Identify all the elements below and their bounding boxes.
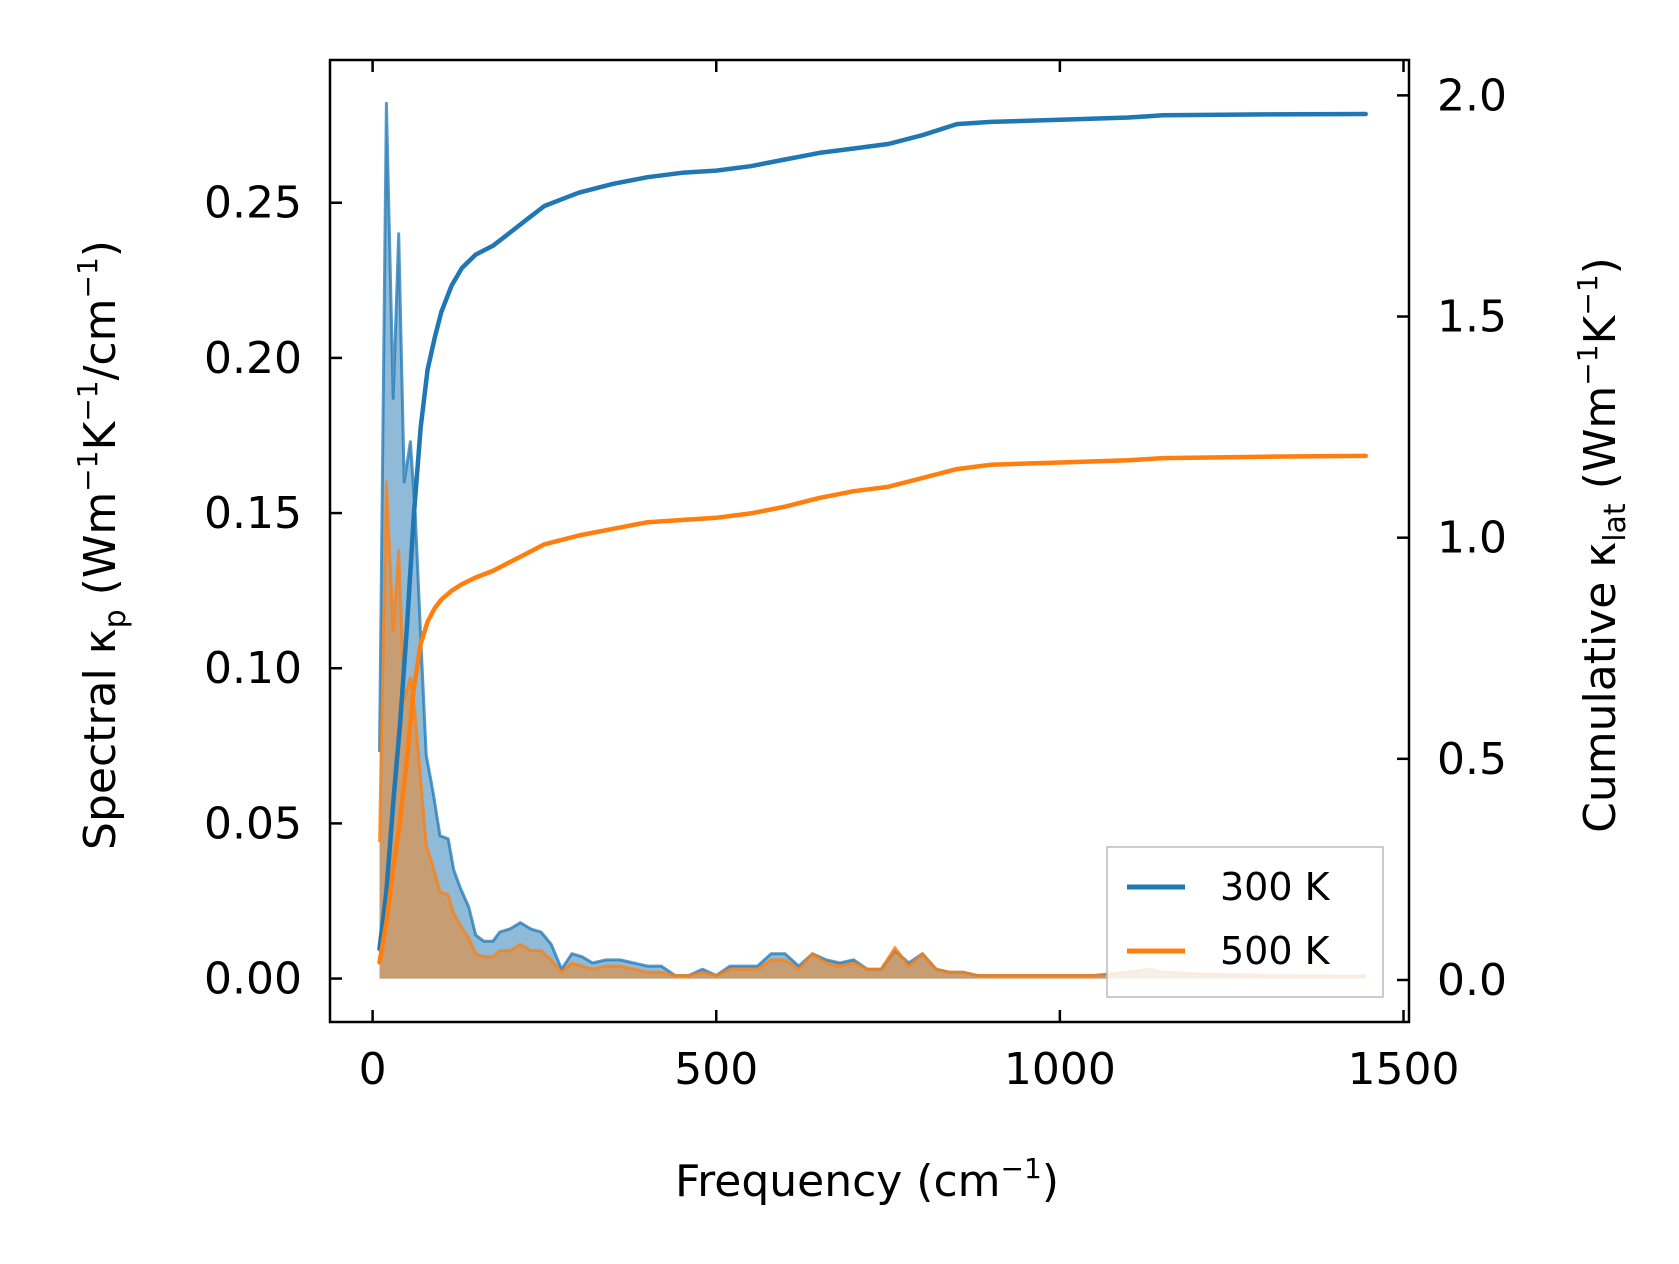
x-tick-label: 500: [674, 1044, 758, 1095]
y-left-tick-label: 0.15: [204, 488, 302, 539]
legend-box: [1106, 846, 1384, 998]
y-axis-left-label: Spectral κp (Wm−1K−1/cm−1): [71, 240, 133, 850]
legend-label-500k: 500 K: [1220, 929, 1331, 973]
spectral-fill-layer: [378, 101, 1366, 979]
x-tick-label: 1500: [1348, 1044, 1460, 1095]
ticks-layer: 0 500 1000 1500 0.00 0.05 0.10 0.15 0.20 0.25 0.0 0…: [204, 60, 1507, 1095]
y-left-tick-label: 0.00: [204, 954, 302, 1005]
y-left-tick-label: 0.20: [204, 333, 302, 384]
legend: 300 K 500 K: [1106, 846, 1384, 998]
cumulative-line-500k: [377, 453, 1368, 965]
y-right-tick-label: 2.0: [1437, 70, 1507, 121]
y-left-tick-label: 0.25: [204, 178, 302, 229]
x-tick-label: 0: [359, 1044, 387, 1095]
axes-layer: [328, 58, 1411, 1024]
y-axis-right-label: Cumulative κlat (Wm−1K−1): [1571, 257, 1633, 833]
y-right-tick-label: 1.0: [1437, 513, 1507, 564]
x-tick-label: 1000: [1004, 1044, 1116, 1095]
y-left-tick-label: 0.10: [204, 643, 302, 694]
y-right-tick-label: 0.5: [1437, 734, 1507, 785]
plot-frame: [328, 58, 1411, 1024]
y-left-tick-label: 0.05: [204, 798, 302, 849]
x-axis-label: Frequency (cm−1): [675, 1152, 1059, 1207]
cumulative-line-300k: [377, 111, 1368, 952]
legend-label-300k: 300 K: [1220, 865, 1331, 909]
y-right-tick-label: 1.5: [1437, 292, 1507, 343]
spectral-edge-500k: [378, 480, 1366, 978]
line-layer: [377, 111, 1368, 965]
y-right-tick-label: 0.0: [1437, 955, 1507, 1006]
